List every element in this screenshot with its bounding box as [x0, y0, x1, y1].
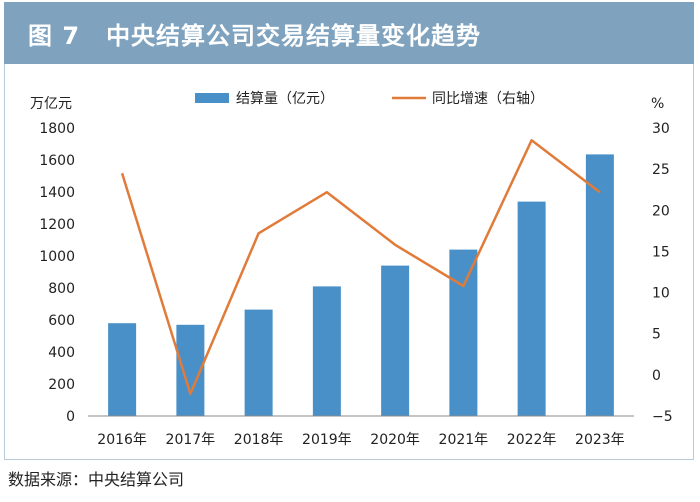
- bar: [381, 265, 410, 416]
- source-note: 数据来源：中央结算公司: [8, 470, 185, 489]
- legend-label-bars: 结算量（亿元）: [236, 91, 334, 107]
- y-left-unit: 万亿元: [30, 96, 72, 112]
- y-left-tick-label: 600: [48, 313, 75, 329]
- y-right-tick-label: 10: [652, 286, 670, 302]
- y-right-tick-label: 25: [652, 162, 670, 178]
- growth-line: [120, 139, 601, 396]
- bar: [585, 154, 614, 416]
- bar: [449, 249, 478, 416]
- y-right-tick-label: −5: [652, 409, 673, 425]
- y-left-tick-label: 200: [48, 377, 75, 393]
- x-tick-label: 2021年: [439, 432, 489, 448]
- bar: [312, 286, 341, 416]
- figure-header: 图 7 中央结算公司交易结算量变化趋势: [4, 2, 694, 64]
- figure-title: 中央结算公司交易结算量变化趋势: [106, 21, 482, 50]
- y-left-tick-label: 1800: [39, 121, 75, 137]
- y-right-tick-label: 30: [652, 121, 670, 137]
- y-right-unit: %: [651, 96, 664, 112]
- bar: [108, 323, 137, 416]
- x-tick-label: 2019年: [302, 432, 352, 448]
- y-left-tick-label: 0: [66, 409, 75, 425]
- chart: 结算量（亿元） 同比增速（右轴）万亿元 %020040060080010001200…: [30, 91, 673, 448]
- x-tick-label: 2020年: [370, 432, 420, 448]
- y-left-tick-label: 400: [48, 345, 75, 361]
- x-tick-label: 2022年: [507, 432, 557, 448]
- y-left-tick-label: 1000: [39, 249, 75, 265]
- bar: [517, 201, 546, 416]
- x-tick-label: 2023年: [575, 432, 625, 448]
- y-left-tick-label: 1600: [39, 153, 75, 169]
- figure-label: 图 7: [28, 21, 81, 50]
- x-tick-label: 2018年: [234, 432, 284, 448]
- legend-swatch-bars: [195, 93, 229, 103]
- y-right-tick-label: 5: [652, 327, 661, 343]
- y-left-tick-label: 1200: [39, 217, 75, 233]
- legend-label-line: 同比增速（右轴）: [432, 91, 544, 107]
- x-tick-label: 2016年: [97, 432, 147, 448]
- y-right-tick-label: 0: [652, 368, 661, 384]
- bar: [244, 309, 273, 416]
- y-right-tick-label: 15: [652, 244, 670, 260]
- x-tick-label: 2017年: [166, 432, 216, 448]
- y-left-tick-label: 800: [48, 281, 75, 297]
- y-left-tick-label: 1400: [39, 185, 75, 201]
- y-right-tick-label: 20: [652, 203, 670, 219]
